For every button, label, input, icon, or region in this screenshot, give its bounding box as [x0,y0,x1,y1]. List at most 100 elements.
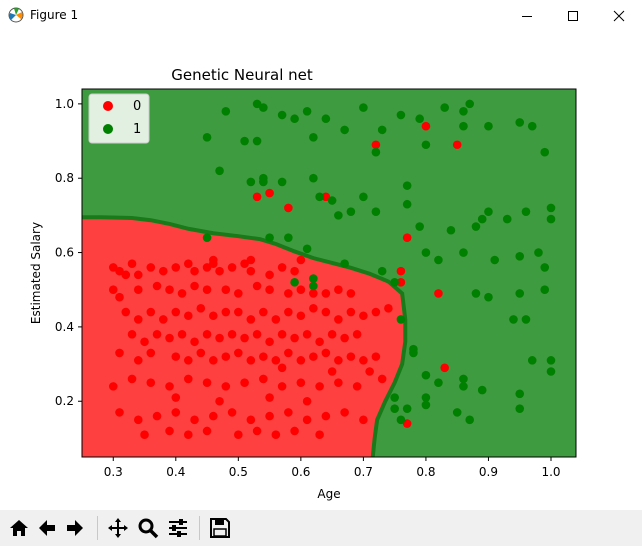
maximize-button[interactable] [550,0,596,31]
data-point-class-1 [515,289,525,298]
data-point-class-1 [540,147,550,157]
legend-label-0: 0 [133,99,141,114]
data-point-class-1 [371,147,381,157]
data-point-class-0 [277,330,287,339]
data-point-class-1 [309,281,318,291]
save-button[interactable] [207,514,233,542]
data-point-class-0 [152,330,162,339]
data-point-class-1 [459,374,468,384]
data-point-class-1 [246,177,256,187]
data-point-class-0 [202,285,212,295]
data-point-class-0 [146,307,156,317]
data-point-class-0 [315,337,324,347]
data-point-class-1 [309,173,318,183]
data-point-class-1 [471,289,481,298]
data-point-class-0 [359,415,368,425]
data-point-class-1 [402,404,412,413]
data-point-class-0 [271,315,281,324]
data-point-class-1 [515,118,525,127]
toolbar-separator [199,516,200,540]
legend-marker-0 [103,101,113,111]
data-point-class-1 [377,266,387,276]
data-point-class-0 [133,285,143,295]
home-button[interactable] [6,514,32,542]
data-point-class-0 [296,378,306,387]
data-point-class-1 [515,404,525,413]
data-point-class-1 [509,315,518,324]
data-point-class-1 [290,277,299,287]
data-point-class-0 [165,285,174,295]
data-point-class-1 [409,348,418,358]
data-point-class-1 [277,110,287,120]
data-point-class-0 [240,333,249,343]
data-point-class-0 [115,408,124,417]
data-point-class-1 [515,251,525,261]
data-point-class-0 [234,430,243,439]
data-point-class-1 [465,99,474,109]
data-point-class-0 [265,393,274,402]
data-point-class-0 [246,415,256,425]
data-point-class-0 [371,140,381,150]
data-point-class-0 [140,337,149,347]
data-point-class-0 [127,374,137,384]
x-tick-label: 0.6 [291,465,310,479]
data-point-class-1 [521,315,531,324]
figure-canvas[interactable]: Genetic Neural net 0.3 0.4 0.5 0.6 0.7 0.8 0.9… [0,31,642,510]
data-point-class-0 [171,408,181,417]
forward-button[interactable] [62,514,88,542]
data-point-class-0 [290,266,299,276]
data-point-class-0 [271,356,281,365]
data-point-class-1 [359,103,368,112]
data-point-class-0 [209,255,218,265]
data-point-class-0 [171,352,181,361]
minimize-icon [522,15,532,17]
data-point-class-0 [321,411,331,421]
data-point-class-1 [471,222,481,231]
data-point-class-0 [196,348,206,358]
data-point-class-0 [165,333,174,343]
data-point-class-1 [309,133,318,142]
back-icon [39,520,55,536]
data-point-class-0 [171,393,181,402]
data-point-class-1 [490,255,500,265]
data-point-class-0 [234,348,243,358]
data-point-class-1 [252,136,262,146]
back-button[interactable] [34,514,60,542]
data-point-class-1 [477,214,487,224]
data-point-class-1 [434,255,443,265]
minimize-button[interactable] [504,0,550,31]
data-point-class-0 [396,277,406,287]
pan-button[interactable] [105,514,131,542]
x-tick-label: 0.8 [416,465,435,479]
data-point-class-1 [515,389,525,399]
zoom-button[interactable] [135,514,161,542]
data-point-class-1 [540,285,550,295]
data-point-class-0 [146,378,156,387]
data-point-class-1 [459,382,468,391]
data-point-class-0 [302,330,312,339]
y-ticks: 0.2 0.4 0.6 0.8 1.0 [55,97,82,408]
decision-boundary [82,215,408,457]
data-point-class-0 [340,408,349,417]
data-point-class-0 [271,430,281,439]
chart-title: Genetic Neural net [171,66,313,84]
configure-button[interactable] [165,514,191,542]
data-point-class-0 [259,374,268,384]
data-point-class-0 [259,352,268,361]
data-point-class-0 [265,270,274,280]
data-point-class-1 [484,207,493,216]
data-point-class-1 [527,356,537,365]
data-point-class-1 [377,125,387,135]
forward-icon [67,520,83,536]
data-point-class-1 [546,367,556,376]
close-button[interactable] [596,0,642,31]
data-point-class-0 [302,396,312,406]
data-point-class-0 [133,315,143,324]
data-point-class-0 [284,348,293,358]
data-point-class-1 [390,393,399,402]
data-point-class-0 [108,382,118,391]
data-point-class-0 [265,337,274,347]
data-point-class-0 [327,330,337,339]
data-point-class-0 [246,266,256,276]
data-point-class-0 [121,307,131,317]
